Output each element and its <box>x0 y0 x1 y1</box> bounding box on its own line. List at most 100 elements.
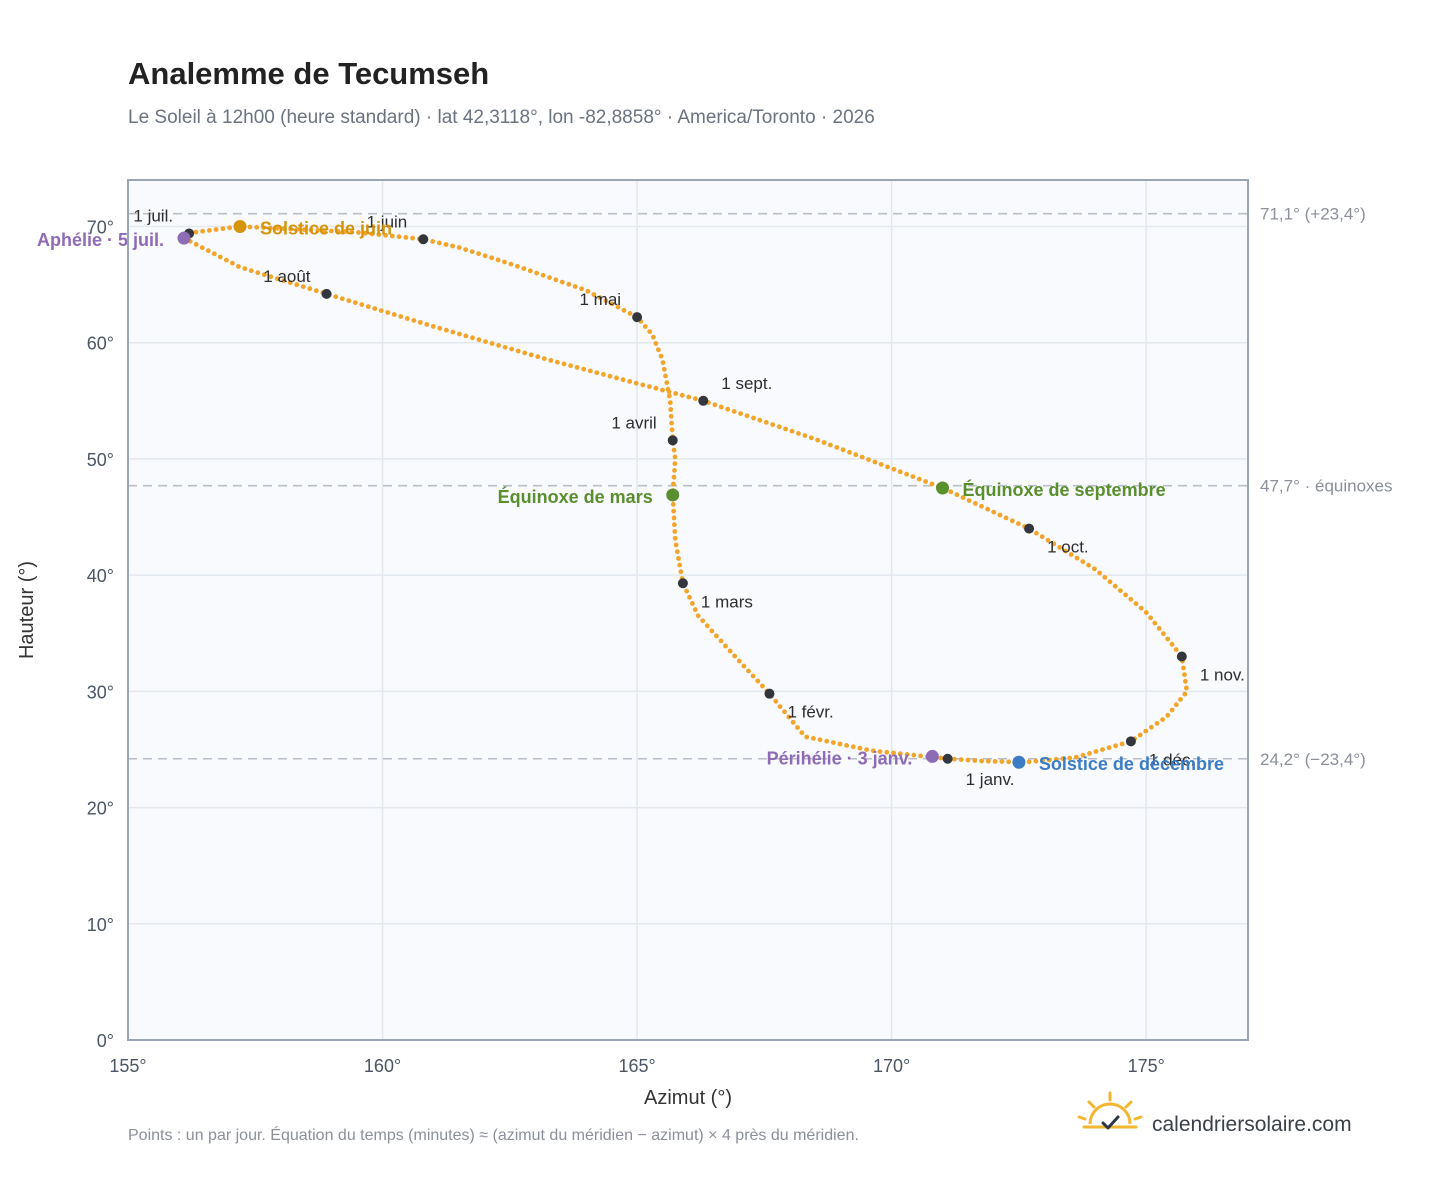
daily-point <box>365 304 371 309</box>
daily-point <box>647 384 652 389</box>
daily-point <box>738 411 743 416</box>
daily-point <box>674 549 680 555</box>
daily-point <box>653 385 659 391</box>
daily-point <box>744 413 750 419</box>
month-dot <box>764 688 775 699</box>
daily-point <box>671 481 676 487</box>
daily-point <box>656 347 661 353</box>
daily-point <box>670 501 676 507</box>
daily-point <box>1092 566 1097 572</box>
daily-point <box>591 292 597 297</box>
daily-point <box>594 370 600 376</box>
daily-point <box>684 588 689 594</box>
daily-point <box>207 228 212 233</box>
daily-point <box>213 227 219 232</box>
daily-point <box>1138 605 1144 611</box>
daily-point <box>521 266 527 271</box>
daily-point <box>1100 747 1105 752</box>
daily-point <box>830 740 836 745</box>
daily-point <box>495 257 501 263</box>
daily-point <box>274 225 280 231</box>
sun-check-icon <box>1077 1091 1143 1130</box>
daily-point <box>651 334 656 340</box>
daily-point <box>732 653 738 659</box>
daily-point <box>540 272 546 278</box>
month-label: 1 juin <box>367 212 408 231</box>
daily-point <box>1093 749 1099 754</box>
y-tick-label: 70° <box>87 217 114 237</box>
daily-point <box>581 366 587 372</box>
daily-point <box>668 413 674 419</box>
daily-point <box>954 492 960 498</box>
plot-frame <box>127 179 1249 1041</box>
daily-point <box>763 420 769 425</box>
daily-point <box>653 341 659 346</box>
daily-point <box>877 749 883 754</box>
daily-point <box>457 331 462 337</box>
daily-point <box>396 234 402 240</box>
daily-point <box>985 506 991 512</box>
daily-point <box>607 373 613 379</box>
daily-point <box>660 360 666 365</box>
daily-point <box>389 233 395 239</box>
daily-point <box>1149 724 1154 730</box>
daily-point <box>308 227 314 233</box>
daily-point <box>193 242 199 247</box>
x-tick-label: 170° <box>873 1056 910 1076</box>
daily-point <box>958 757 964 762</box>
daily-point <box>746 668 751 674</box>
daily-point <box>541 356 547 361</box>
daily-point <box>910 474 916 479</box>
month-label: 1 déc. <box>1149 750 1195 769</box>
daily-point <box>718 404 724 410</box>
daily-point <box>359 302 365 307</box>
daily-point <box>773 698 779 704</box>
daily-point <box>535 354 541 360</box>
event-dot <box>1012 755 1026 769</box>
daily-point <box>385 310 391 315</box>
daily-point <box>844 743 849 748</box>
daily-point <box>712 402 718 408</box>
month-label: 1 janv. <box>966 770 1015 789</box>
daily-point <box>870 748 876 754</box>
event-label: Solstice de juin <box>260 218 392 238</box>
daily-point <box>1123 592 1128 598</box>
daily-point <box>1060 756 1066 762</box>
daily-point <box>1113 743 1118 749</box>
daily-point <box>281 226 287 232</box>
daily-point <box>295 226 300 232</box>
daily-point <box>1182 691 1188 697</box>
daily-point <box>1086 562 1091 568</box>
daily-point <box>1106 745 1112 751</box>
daily-point <box>261 225 266 231</box>
daily-point <box>840 447 846 453</box>
daily-point <box>853 452 859 458</box>
daily-point <box>811 736 816 741</box>
daily-point <box>1080 752 1086 758</box>
daily-point <box>741 663 747 669</box>
daily-point <box>760 683 765 689</box>
daily-point <box>300 284 306 290</box>
daily-point <box>757 417 763 423</box>
daily-point <box>489 341 495 346</box>
daily-point <box>857 745 863 751</box>
daily-point <box>376 232 382 238</box>
month-label: 1 août <box>263 267 311 286</box>
daily-point <box>991 509 997 515</box>
daily-point <box>515 263 520 269</box>
daily-point <box>678 569 684 575</box>
x-tick-label: 165° <box>618 1056 655 1076</box>
daily-point <box>1080 559 1086 564</box>
daily-point <box>1143 610 1149 615</box>
daily-point <box>690 601 695 606</box>
daily-point <box>799 730 805 736</box>
daily-point <box>301 227 307 233</box>
daily-point <box>904 471 909 477</box>
daily-point <box>559 279 565 285</box>
daily-point <box>356 230 361 235</box>
y-tick-label: 60° <box>87 334 114 354</box>
daily-point <box>677 562 683 568</box>
daily-point <box>476 337 482 343</box>
plot-area <box>128 180 1248 1040</box>
daily-point <box>224 257 229 263</box>
